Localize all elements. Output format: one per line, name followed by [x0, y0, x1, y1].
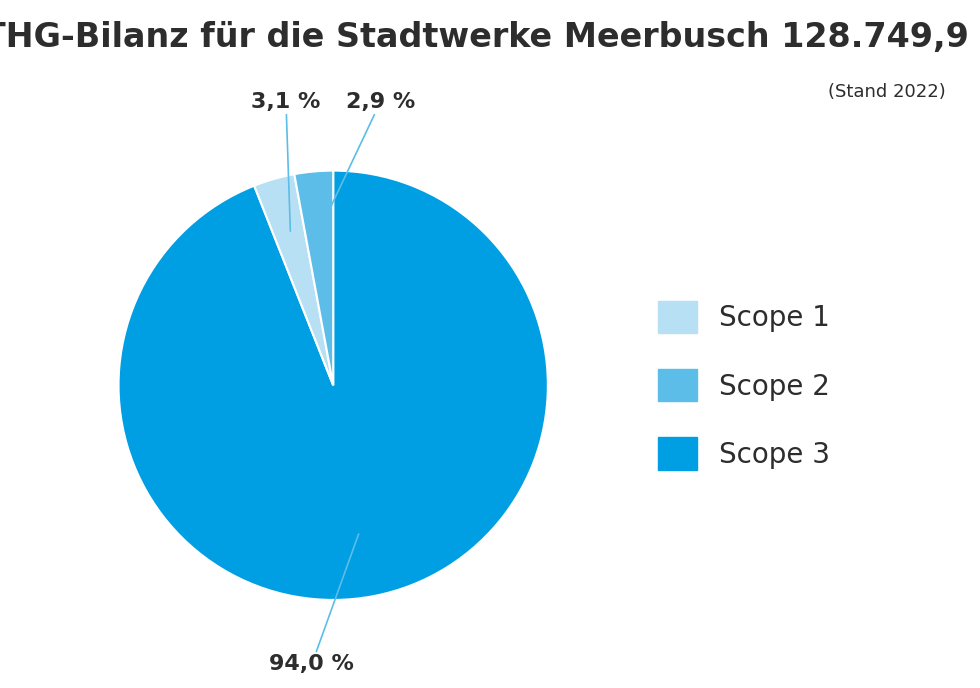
Text: 94,0 %: 94,0 %: [270, 534, 359, 674]
Text: 2,9 %: 2,9 %: [321, 92, 416, 226]
Text: THG-Bilanz für die Stadtwerke Meerbusch 128.749,9 t: THG-Bilanz für die Stadtwerke Meerbusch …: [0, 21, 980, 54]
Legend: Scope 1, Scope 2, Scope 3: Scope 1, Scope 2, Scope 3: [659, 301, 830, 469]
Wedge shape: [119, 171, 548, 600]
Text: (Stand 2022): (Stand 2022): [828, 83, 946, 100]
Wedge shape: [254, 174, 333, 385]
Wedge shape: [294, 171, 333, 385]
Text: 3,1 %: 3,1 %: [251, 92, 320, 231]
